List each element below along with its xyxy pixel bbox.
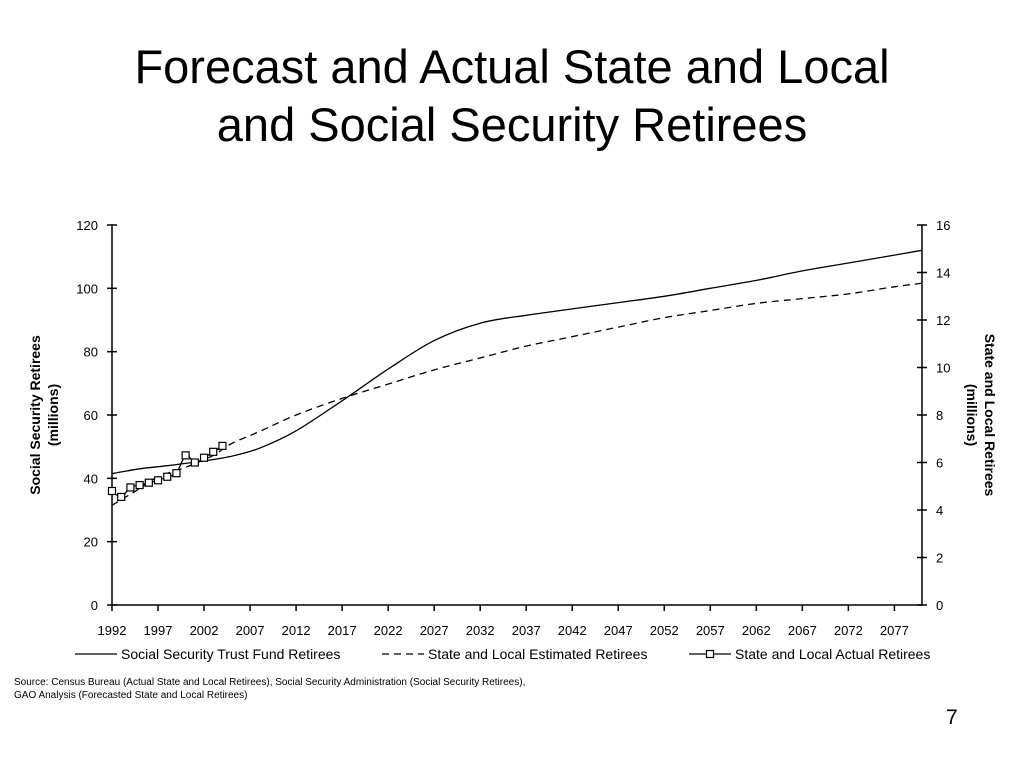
x-tick-label: 1997: [144, 623, 173, 638]
x-tick-label: 2012: [282, 623, 311, 638]
x-tick-label: 2032: [466, 623, 495, 638]
data-point-marker: [126, 483, 135, 492]
x-tick-label: 2077: [880, 623, 909, 638]
x-tick-label: 2047: [604, 623, 633, 638]
data-point-marker: [117, 492, 126, 502]
slide-title-line-2: and Social Security Retirees: [216, 98, 808, 151]
left-y-axis-title-line: Social Security Retirees: [27, 335, 43, 495]
x-tick-label: 2037: [512, 623, 541, 638]
left-y-axis-title: Social Security Retirees (millions): [27, 335, 61, 495]
left-y-tick-label: 100: [76, 281, 98, 296]
x-tick-label: 2072: [834, 623, 863, 638]
x-tick-label: 1992: [98, 623, 127, 638]
legend-label-3: State and Local Actual Retirees: [735, 646, 930, 662]
left-y-tick-label: 80: [84, 345, 98, 360]
x-tick-label: 2042: [558, 623, 587, 638]
right-y-tick-label: 2: [936, 551, 943, 566]
right-y-tick-label: 4: [936, 503, 943, 518]
right-y-axis-title: State and Local Retirees(millions): [964, 334, 998, 497]
x-tick-label: 2067: [788, 623, 817, 638]
page-number: 7: [946, 706, 958, 729]
right-y-tick-label: 6: [936, 456, 943, 471]
x-tick-label: 2007: [236, 623, 265, 638]
data-point-marker: [163, 472, 172, 481]
legend-label-2: State and Local Estimated Retirees: [428, 646, 647, 662]
x-tick-label: 2017: [328, 623, 357, 638]
left-y-tick-label: 120: [76, 218, 98, 233]
right-y-tick-label: 0: [936, 598, 943, 613]
right-y-axis-title-line: State and Local Retirees: [982, 334, 998, 497]
chart-legend: Social Security Trust Fund Retirees State…: [75, 646, 930, 662]
data-point-marker: [199, 453, 209, 462]
data-point-marker: [107, 486, 117, 496]
x-tick-label: 2027: [420, 623, 449, 638]
x-tick-label: 2002: [190, 623, 219, 638]
right-y-axis-title-line: (millions): [964, 384, 980, 446]
left-y-tick-label: 0: [91, 598, 98, 613]
data-point-marker: [181, 451, 190, 460]
chart-series: [107, 249, 923, 506]
data-point-marker: [190, 458, 199, 467]
right-y-tick-label: 12: [936, 313, 950, 328]
legend-marker: [705, 649, 715, 659]
slide-title: Forecast and Actual State and Local and …: [0, 38, 1024, 154]
x-tick-label: 2022: [374, 623, 403, 638]
x-tick-label: 2052: [650, 623, 679, 638]
data-point-marker: [153, 476, 163, 485]
left-y-axis-title-line: (millions): [45, 384, 61, 446]
left-y-tick-label: 40: [84, 471, 98, 486]
data-point-marker: [135, 480, 144, 490]
data-point-marker: [172, 469, 181, 478]
series-line-1: [111, 249, 923, 475]
data-point-marker: [209, 447, 218, 456]
legend-label-1: Social Security Trust Fund Retirees: [121, 646, 340, 662]
left-y-tick-label: 60: [84, 408, 98, 423]
line-chart: 0 20 40 60 80 100 120 0 2 4 6 8 10 12 14 16 1992 1997 2002…: [27, 218, 998, 662]
right-y-tick-label: 10: [936, 361, 950, 376]
left-y-tick-label: 20: [84, 535, 98, 550]
chart-axes: 0 20 40 60 80 100 120 0 2 4 6 8 10 12 14 16 1992 1997 2002…: [27, 218, 998, 638]
data-point-marker: [144, 478, 153, 487]
slide-title-line-1: Forecast and Actual State and Local: [134, 40, 890, 93]
x-tick-label: 2057: [696, 623, 725, 638]
data-point-marker: [218, 441, 227, 450]
right-y-tick-label: 16: [936, 218, 950, 233]
right-y-tick-label: 8: [936, 408, 943, 423]
x-tick-label: 2062: [742, 623, 771, 638]
right-y-tick-label: 14: [936, 266, 950, 281]
source-note: Source: Census Bureau (Actual State and …: [14, 677, 526, 701]
